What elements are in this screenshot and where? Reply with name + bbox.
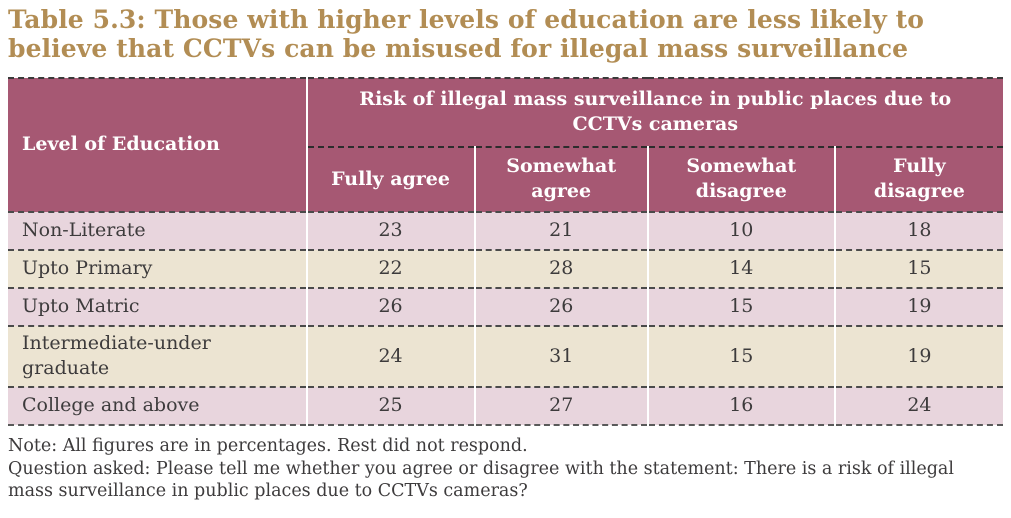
cell-value: 24 xyxy=(833,386,1003,427)
cell-value: 23 xyxy=(305,211,475,251)
cell-value: 15 xyxy=(833,249,1003,289)
cell-value: 31 xyxy=(473,325,648,388)
row-label-text: Intermediate-under graduate xyxy=(22,332,211,380)
column-header-level-of-education: Level of Education xyxy=(8,76,307,213)
row-label: Intermediate-under graduate xyxy=(8,325,307,388)
cell-value: 15 xyxy=(646,287,835,327)
cell-value: 18 xyxy=(833,211,1003,251)
cell-value: 16 xyxy=(646,386,835,427)
table-row-intermediate-undergraduate: Intermediate-under graduate 24 31 15 19 xyxy=(8,325,1003,388)
education-cctv-table: Level of Education Risk of illegal mass … xyxy=(8,76,1003,427)
cell-value: 25 xyxy=(305,386,475,427)
column-header-somewhat-disagree: Somewhat disagree xyxy=(646,146,835,213)
column-header-fully-agree: Fully agree xyxy=(305,146,475,213)
column-header-fully-disagree: Fully disagree xyxy=(833,146,1003,213)
cell-value: 19 xyxy=(833,287,1003,327)
cell-value: 24 xyxy=(305,325,475,388)
row-label-text: Upto Primary xyxy=(22,257,153,280)
cell-value: 26 xyxy=(473,287,648,327)
row-label-text: Non-Literate xyxy=(22,219,146,242)
table-title: Table 5.3: Those with higher levels of e… xyxy=(8,5,925,64)
table-header: Level of Education Risk of illegal mass … xyxy=(8,76,1003,213)
cell-value: 19 xyxy=(833,325,1003,388)
row-label: Upto Primary xyxy=(8,249,307,289)
row-label-text: Upto Matric xyxy=(22,295,140,318)
table-row-upto-matric: Upto Matric 26 26 15 19 xyxy=(8,287,1003,327)
cell-value: 15 xyxy=(646,325,835,388)
cell-value: 21 xyxy=(473,211,648,251)
group-header-risk-statement: Risk of illegal mass surveillance in pub… xyxy=(305,76,1003,148)
cell-value: 14 xyxy=(646,249,835,289)
cell-value: 26 xyxy=(305,287,475,327)
table-notes: Note: All figures are in percentages. Re… xyxy=(8,435,968,502)
note-text: Note: All figures are in percentages. Re… xyxy=(8,436,528,457)
table-row-upto-primary: Upto Primary 22 28 14 15 xyxy=(8,249,1003,289)
table-row-college-and-above: College and above 25 27 16 24 xyxy=(8,386,1003,427)
question-text: Question asked: Please tell me whether y… xyxy=(8,458,954,501)
cell-value: 10 xyxy=(646,211,835,251)
row-label: Upto Matric xyxy=(8,287,307,327)
table-body: Non-Literate 23 21 10 18 Upto Primary 22… xyxy=(8,211,1003,427)
cell-value: 28 xyxy=(473,249,648,289)
table-row-non-literate: Non-Literate 23 21 10 18 xyxy=(8,211,1003,251)
row-label: College and above xyxy=(8,386,307,427)
cell-value: 22 xyxy=(305,249,475,289)
cell-value: 27 xyxy=(473,386,648,427)
column-header-somewhat-agree: Somewhat agree xyxy=(473,146,648,213)
row-label: Non-Literate xyxy=(8,211,307,251)
row-label-text: College and above xyxy=(22,394,200,417)
